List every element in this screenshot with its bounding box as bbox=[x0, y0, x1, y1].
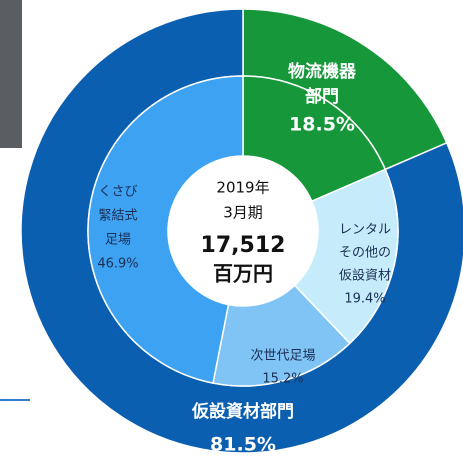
center-hole bbox=[168, 156, 318, 306]
value-label: 18.5% bbox=[289, 114, 355, 136]
slice-label: 仮設資材 bbox=[339, 268, 391, 284]
value-label: 81.5% bbox=[210, 434, 276, 456]
slice-label: 緊結式 bbox=[98, 209, 137, 224]
center-label: 3月期 bbox=[223, 204, 263, 222]
value-label: 15.2% bbox=[262, 372, 303, 387]
photo-fragment bbox=[0, 0, 22, 148]
value-label: 46.9% bbox=[97, 257, 138, 272]
slice-label: 部門 bbox=[305, 86, 339, 107]
slice-label: その他の bbox=[339, 246, 391, 261]
value-label: 19.4% bbox=[344, 292, 385, 307]
slice-label: くさび bbox=[98, 185, 137, 200]
slice-label: 仮設資材部門 bbox=[191, 401, 294, 422]
center-label: 百万円 bbox=[213, 262, 273, 286]
slice-label: 次世代足場 bbox=[250, 348, 315, 364]
center-label: 17,512 bbox=[201, 233, 286, 258]
slice-label: 物流機器 bbox=[288, 61, 357, 82]
slice-label: 足場 bbox=[105, 233, 131, 248]
slice-label: レンタル bbox=[339, 223, 391, 238]
center-label: 2019年 bbox=[216, 179, 269, 197]
